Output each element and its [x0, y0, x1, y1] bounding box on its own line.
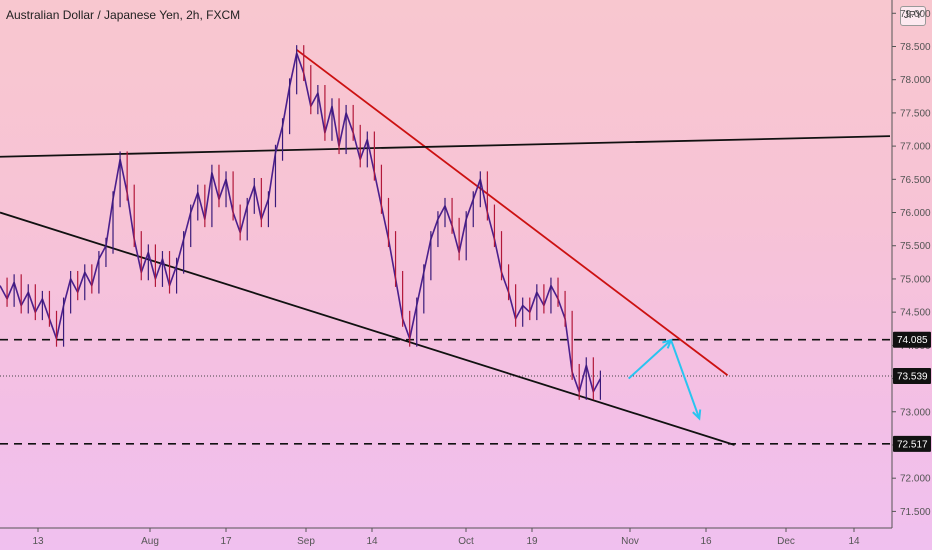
y-tick-label: 74.500 — [900, 308, 931, 319]
projection-arrow — [670, 339, 701, 419]
price-tag-label: 73.539 — [897, 371, 928, 382]
trendline — [296, 49, 729, 376]
x-tick-label: Aug — [141, 536, 159, 547]
y-tick-label: 72.000 — [900, 474, 931, 485]
price-series-line — [0, 52, 602, 393]
price-tag — [893, 435, 931, 452]
y-tick-label: 73.000 — [900, 407, 931, 418]
x-tick-label: Oct — [458, 536, 474, 547]
y-tick-label: 75.000 — [900, 274, 931, 285]
y-tick-label: 78.000 — [900, 75, 931, 86]
x-tick-label: Dec — [777, 536, 795, 547]
y-tick-label: 76.500 — [900, 175, 931, 186]
trendline — [0, 135, 891, 158]
x-tick-label: 19 — [526, 536, 538, 547]
y-tick-label: 77.000 — [900, 142, 931, 153]
y-tick-label: 79.000 — [900, 9, 931, 20]
x-tick-label: 13 — [32, 536, 44, 547]
x-tick-label: 16 — [700, 536, 712, 547]
x-tick-label: 17 — [220, 536, 232, 547]
x-tick-label: Nov — [621, 536, 639, 547]
price-tag-label: 72.517 — [897, 439, 928, 450]
y-tick-label: 76.000 — [900, 208, 931, 219]
y-tick-label: 75.500 — [900, 241, 931, 252]
x-tick-label: 14 — [848, 536, 860, 547]
projection-arrowhead — [692, 409, 702, 421]
currency-badge[interactable]: JPY — [900, 6, 926, 26]
y-tick-label: 77.500 — [900, 108, 931, 119]
y-tick-label: 78.500 — [900, 42, 931, 53]
price-tag-label: 74.085 — [897, 335, 928, 346]
symbol-title: Australian Dollar / Japanese Yen, 2h, FX… — [6, 8, 241, 22]
projection-arrow — [627, 339, 672, 380]
price-tag — [893, 331, 931, 348]
x-tick-label: 14 — [366, 536, 378, 547]
y-tick-label: 71.500 — [900, 507, 931, 518]
trendline — [0, 211, 735, 446]
price-tag — [893, 367, 931, 384]
x-tick-label: Sep — [297, 536, 315, 547]
